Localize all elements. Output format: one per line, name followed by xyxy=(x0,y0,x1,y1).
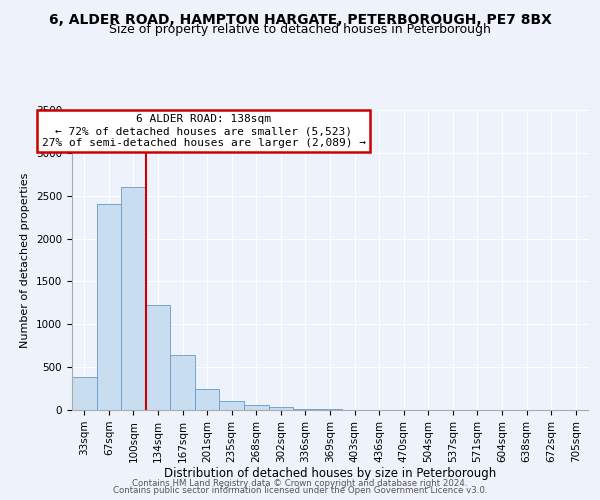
Bar xyxy=(269,408,293,410)
Text: Size of property relative to detached houses in Peterborough: Size of property relative to detached ho… xyxy=(109,22,491,36)
Bar xyxy=(72,376,97,410)
X-axis label: Distribution of detached houses by size in Peterborough: Distribution of detached houses by size … xyxy=(164,468,496,480)
Bar xyxy=(146,304,170,410)
Bar xyxy=(121,187,146,410)
Text: 6, ALDER ROAD, HAMPTON HARGATE, PETERBOROUGH, PE7 8BX: 6, ALDER ROAD, HAMPTON HARGATE, PETERBOR… xyxy=(49,12,551,26)
Bar xyxy=(195,388,220,410)
Bar xyxy=(170,355,195,410)
Text: Contains public sector information licensed under the Open Government Licence v3: Contains public sector information licen… xyxy=(113,486,487,495)
Text: Contains HM Land Registry data © Crown copyright and database right 2024.: Contains HM Land Registry data © Crown c… xyxy=(132,478,468,488)
Y-axis label: Number of detached properties: Number of detached properties xyxy=(20,172,31,348)
Text: 6 ALDER ROAD: 138sqm
← 72% of detached houses are smaller (5,523)
27% of semi-de: 6 ALDER ROAD: 138sqm ← 72% of detached h… xyxy=(41,114,365,148)
Bar xyxy=(220,401,244,410)
Bar xyxy=(244,406,269,410)
Bar xyxy=(97,204,121,410)
Bar xyxy=(293,408,318,410)
